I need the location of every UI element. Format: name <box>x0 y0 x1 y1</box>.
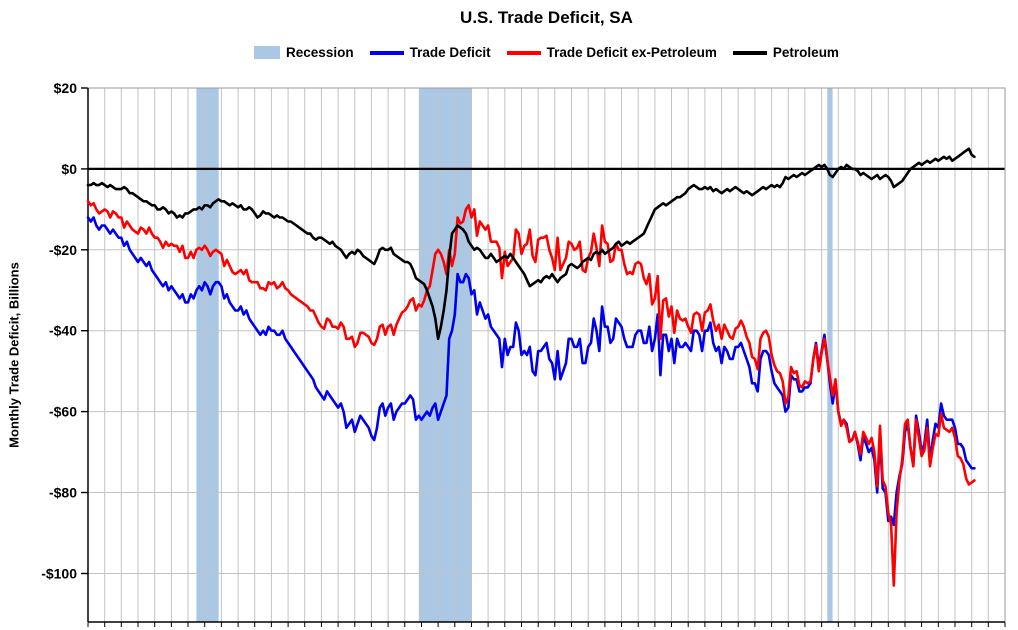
y-tick-label: $20 <box>54 80 78 96</box>
legend-label-ex-petroleum: Trade Deficit ex-Petroleum <box>546 45 717 60</box>
y-tick-label: -$80 <box>49 485 77 501</box>
y-tick-label: -$40 <box>49 323 77 339</box>
petroleum-line-swatch <box>732 50 767 55</box>
trade-deficit-line-swatch <box>369 50 404 55</box>
legend-label-recession: Recession <box>286 45 354 60</box>
legend-item-recession: Recession <box>254 45 354 60</box>
y-tick-label: -$20 <box>49 242 77 258</box>
recession-swatch <box>254 46 281 59</box>
legend: Recession Trade Deficit Trade Deficit ex… <box>88 45 1005 60</box>
ex-petroleum-line-swatch <box>506 50 541 55</box>
series-line-petroleum <box>86 147 976 341</box>
legend-item-petroleum: Petroleum <box>732 45 839 60</box>
legend-label-petroleum: Petroleum <box>772 45 839 60</box>
recession-band <box>196 88 219 622</box>
legend-item-trade-deficit: Trade Deficit <box>369 45 491 60</box>
legend-item-ex-petroleum: Trade Deficit ex-Petroleum <box>506 45 717 60</box>
recession-band <box>827 88 833 622</box>
recession-band <box>418 88 472 622</box>
chart-title: U.S. Trade Deficit, SA <box>460 8 633 27</box>
y-tick-label: -$100 <box>41 566 77 582</box>
legend-label-trade-deficit: Trade Deficit <box>409 45 491 60</box>
y-tick-label: -$60 <box>49 404 77 420</box>
y-tick-label: $0 <box>61 161 77 177</box>
series-line-trade-deficit-ex-petroleum <box>86 200 976 587</box>
